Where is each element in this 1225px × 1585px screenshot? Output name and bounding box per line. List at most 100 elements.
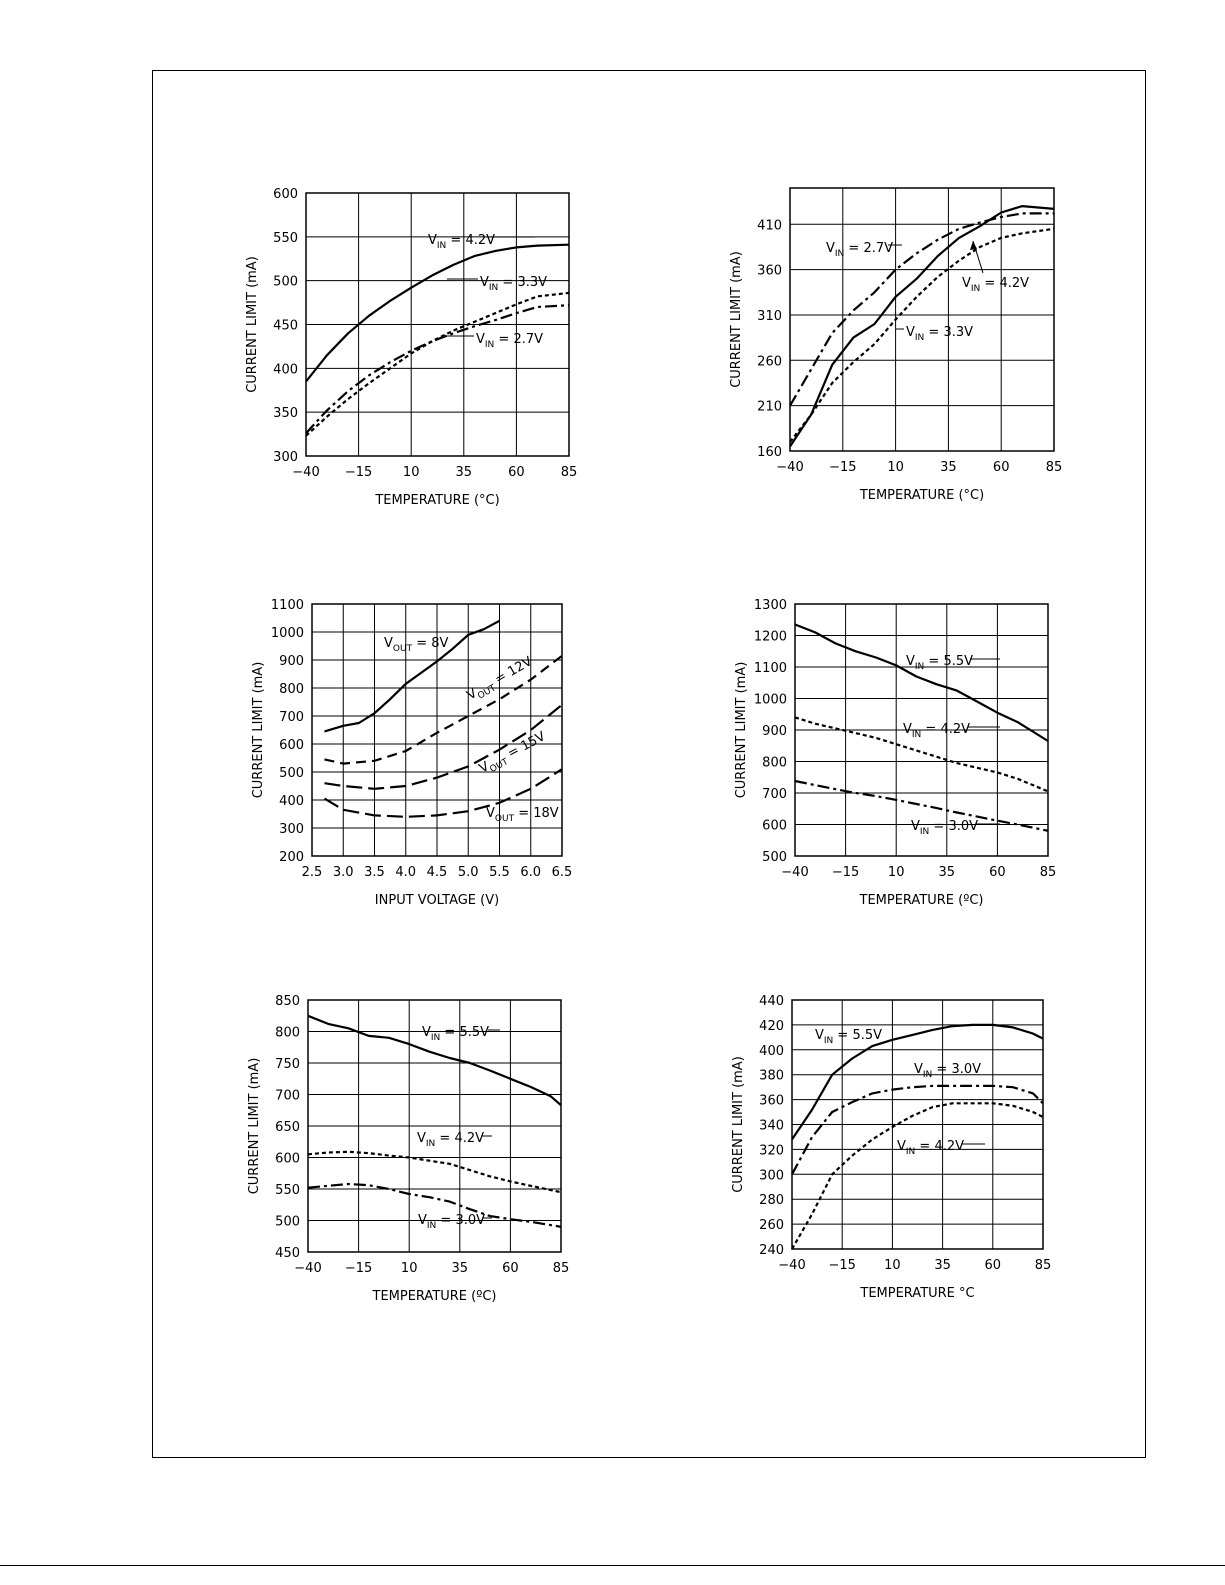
- chart-current-limit-vs-temperature-5: −40 −15 10 35 60 85 240 260 280 300 320 340 360 380 40…: [731, 994, 1051, 1301]
- x-tick-label: −15: [345, 1261, 372, 1276]
- y-tick-label: 900: [279, 654, 304, 669]
- plot-frame: [311, 603, 563, 857]
- series-label: VIN = 5.5V: [815, 1028, 882, 1046]
- y-tick-label: 240: [759, 1243, 784, 1258]
- y-tick-label: 440: [759, 994, 784, 1009]
- x-tick-label: 2.5: [302, 865, 323, 880]
- x-tick-label: −40: [778, 1258, 805, 1273]
- x-axis-title: INPUT VOLTAGE (V): [375, 893, 499, 908]
- x-tick-label: 35: [456, 465, 473, 480]
- x-tick-label: −40: [776, 460, 803, 475]
- series-label-value: = 5.5V: [833, 1028, 882, 1043]
- plot-frame: [791, 999, 1044, 1250]
- y-tick-label: 600: [762, 819, 787, 834]
- y-tick-label: 700: [762, 787, 787, 802]
- x-tick-label: 6.5: [552, 865, 573, 880]
- y-tick-label: 200: [279, 850, 304, 865]
- plot-frame: [305, 192, 570, 457]
- y-tick-label: 300: [279, 822, 304, 837]
- plot-frame: [789, 187, 1055, 452]
- x-tick-label: −15: [832, 865, 859, 880]
- y-axis-title: CURRENT LIMIT (mA): [731, 1056, 746, 1193]
- series-label-subscript: IN: [923, 1070, 932, 1080]
- series-label: VIN = 2.7V: [476, 332, 543, 350]
- y-tick-label: 300: [759, 1168, 784, 1183]
- series-label-subscript: IN: [485, 340, 494, 350]
- series-label-subscript: IN: [437, 241, 446, 251]
- y-tick-label: 400: [759, 1044, 784, 1059]
- series-label: VIN = 3.3V: [906, 325, 973, 343]
- x-tick-label: 85: [1040, 865, 1057, 880]
- series-line: [307, 1014, 562, 1107]
- series-line: [307, 1182, 562, 1228]
- x-tick-label: 4.5: [427, 865, 448, 880]
- x-tick-label: 10: [401, 1261, 418, 1276]
- series-label: VIN = 4.2V: [897, 1139, 964, 1157]
- series-label: VIN = 4.2V: [428, 233, 495, 251]
- y-tick-label: 600: [273, 187, 298, 202]
- series-label-value: = 3.3V: [924, 325, 973, 340]
- series-label-subscript: OUT: [495, 814, 515, 824]
- series-line: [791, 1023, 1044, 1141]
- y-axis-title: CURRENT LIMIT (mA): [729, 251, 744, 388]
- series-label-main: V: [418, 1213, 427, 1228]
- series-label-subscript: IN: [489, 283, 498, 293]
- x-axis-title: TEMPERATURE (ºC): [859, 893, 984, 908]
- x-tick-label: 3.0: [333, 865, 354, 880]
- chart-current-limit-vs-temperature-2: −40 −15 10 35 60 85 160 210 260 310 360 410 TEMPERAT…: [729, 187, 1062, 503]
- x-tick-label: 60: [502, 1261, 519, 1276]
- series-label: VIN = 4.2V: [903, 722, 970, 740]
- series-line: [305, 243, 570, 383]
- series-line: [324, 703, 563, 790]
- x-tick-label: 35: [934, 1258, 951, 1273]
- series-line: [307, 1150, 562, 1194]
- y-tick-label: 500: [762, 850, 787, 865]
- x-axis-title: TEMPERATURE (ºC): [372, 1289, 497, 1304]
- series-label-subscript: IN: [915, 333, 924, 343]
- series-label-subscript: IN: [912, 730, 921, 740]
- series-label-value: = 2.7V: [844, 241, 893, 256]
- chart-current-limit-vs-temperature-3: −40 −15 10 35 60 85 500 600 700 800 900 1000 1100 120…: [734, 598, 1057, 908]
- series-label: VIN = 3.0V: [911, 819, 978, 837]
- y-tick-label: 800: [275, 1026, 300, 1041]
- x-tick-label: 60: [985, 1258, 1002, 1273]
- y-tick-label: 900: [762, 724, 787, 739]
- x-tick-label: 10: [888, 865, 905, 880]
- y-tick-label: 400: [273, 362, 298, 377]
- y-tick-label: 1100: [271, 598, 304, 613]
- series-label-main: V: [486, 806, 495, 821]
- plot-frame: [794, 603, 1049, 857]
- y-axis-title: CURRENT LIMIT (mA): [245, 256, 260, 393]
- series-line: [305, 291, 570, 437]
- y-tick-label: 1000: [754, 693, 787, 708]
- x-tick-label: 10: [884, 1258, 901, 1273]
- series-label: VOUT = 8V: [384, 636, 449, 654]
- x-tick-label: 85: [561, 465, 578, 480]
- y-tick-label: 450: [273, 319, 298, 334]
- x-tick-label: 35: [939, 865, 956, 880]
- x-tick-label: 60: [993, 460, 1010, 475]
- series-label-value: = 3.0V: [929, 819, 978, 834]
- y-tick-label: 160: [757, 445, 782, 460]
- series-label-value: = 18V: [514, 806, 559, 821]
- y-tick-label: 550: [275, 1183, 300, 1198]
- series-label-main: V: [903, 722, 912, 737]
- series-label-value: = 12V: [489, 654, 535, 689]
- series-line: [791, 1102, 1044, 1250]
- x-tick-label: 35: [940, 460, 957, 475]
- series-label: VOUT = 18V: [486, 806, 559, 824]
- chart-current-limit-vs-temperature-1: −40 −15 10 35 60 85 300 350 400 450 500 550 600 TEMPE…: [245, 187, 578, 508]
- series-label: VOUT = 12V: [465, 654, 537, 706]
- series-label-main: V: [906, 325, 915, 340]
- series-label-value: = 3.0V: [932, 1062, 981, 1077]
- series-label-subscript: IN: [906, 1147, 915, 1157]
- series-label: VIN = 5.5V: [422, 1025, 489, 1043]
- y-tick-label: 260: [759, 1218, 784, 1233]
- y-tick-label: 350: [273, 406, 298, 421]
- y-tick-label: 360: [757, 264, 782, 279]
- series-label-value: = 4.2V: [980, 276, 1029, 291]
- series-line: [794, 779, 1049, 832]
- y-tick-label: 320: [759, 1143, 784, 1158]
- series-label-subscript: OUT: [393, 644, 413, 654]
- y-tick-label: 500: [279, 766, 304, 781]
